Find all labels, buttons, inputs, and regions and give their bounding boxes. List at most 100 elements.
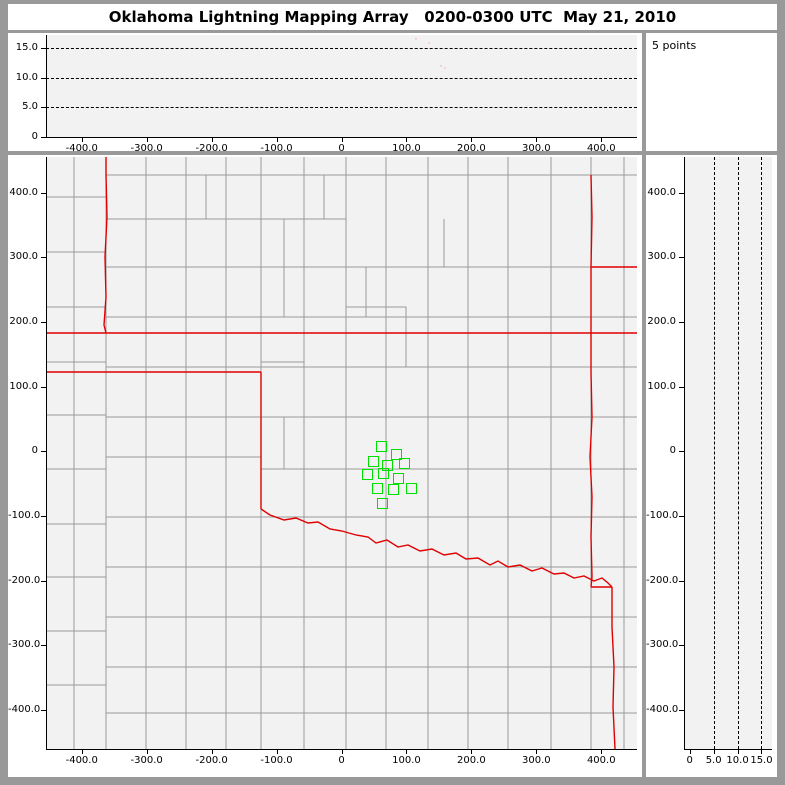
right-y-tick-label: 300.0 bbox=[647, 251, 676, 263]
right-x-tick bbox=[689, 749, 691, 754]
map-x-tick bbox=[211, 749, 213, 754]
data-point[interactable] bbox=[388, 484, 399, 495]
top-x-tick-label: 300.0 bbox=[522, 143, 551, 154]
right-y-tick bbox=[679, 451, 684, 453]
top-y-tick bbox=[41, 77, 46, 79]
map-x-tick bbox=[406, 749, 408, 754]
map-x-tick bbox=[601, 749, 603, 754]
map-y-tick-label: -300.0 bbox=[8, 639, 41, 651]
top-x-tick bbox=[211, 137, 213, 142]
map-y-tick-label: 100.0 bbox=[9, 380, 38, 392]
right-x-tick bbox=[761, 749, 763, 754]
top-x-tick-label: 0 bbox=[338, 143, 345, 154]
top-x-tick bbox=[536, 137, 538, 142]
data-point[interactable] bbox=[406, 483, 417, 494]
right-y-tick bbox=[679, 710, 684, 712]
east-projection-panel[interactable]: 400.0 300.0 200.0 100.0 0 -100.0 -200.0 -300.0 -… bbox=[646, 155, 777, 777]
data-point[interactable] bbox=[378, 468, 389, 479]
top-y-tick-label: 10.0 bbox=[15, 71, 38, 83]
map-x-tick bbox=[276, 749, 278, 754]
data-point[interactable] bbox=[377, 498, 388, 509]
map-plot-area[interactable] bbox=[46, 157, 637, 749]
map-x-tick-label: -400.0 bbox=[65, 755, 98, 766]
right-x-tick-label: 5.0 bbox=[705, 755, 722, 766]
points-count-label: 5 points bbox=[652, 39, 697, 52]
map-x-tick-label: 300.0 bbox=[522, 755, 551, 766]
map-y-tick bbox=[41, 451, 46, 453]
right-gridline bbox=[737, 157, 739, 749]
map-x-tick bbox=[146, 749, 148, 754]
map-y-tick-label: 300.0 bbox=[9, 251, 38, 263]
right-y-tick-label: 0 bbox=[669, 445, 676, 457]
map-x-tick-label: -100.0 bbox=[260, 755, 293, 766]
right-x-tick-label: 15.0 bbox=[750, 755, 773, 766]
data-point[interactable] bbox=[376, 441, 387, 452]
top-y-tick bbox=[41, 107, 46, 109]
map-x-tick-label: 0 bbox=[338, 755, 345, 766]
right-y-tick bbox=[679, 516, 684, 518]
top-x-tick bbox=[406, 137, 408, 142]
map-x-tick bbox=[81, 749, 83, 754]
map-x-tick bbox=[536, 749, 538, 754]
right-y-tick bbox=[679, 257, 684, 259]
map-y-tick-label: -400.0 bbox=[8, 704, 41, 716]
state-boundaries-layer bbox=[46, 157, 637, 749]
map-x-tick-label: -300.0 bbox=[130, 755, 163, 766]
right-gridline bbox=[713, 157, 715, 749]
data-point[interactable] bbox=[368, 456, 379, 467]
map-y-axis bbox=[46, 157, 47, 749]
point-count-panel: 5 points bbox=[646, 33, 777, 151]
right-x-tick bbox=[713, 749, 715, 754]
map-y-tick bbox=[41, 257, 46, 259]
top-x-tick-label: -400.0 bbox=[65, 143, 98, 154]
map-y-tick bbox=[41, 386, 46, 388]
time-height-data-layer bbox=[415, 38, 446, 69]
top-x-tick bbox=[276, 137, 278, 142]
right-x-tick bbox=[737, 749, 739, 754]
data-point[interactable] bbox=[393, 473, 404, 484]
top-gridline bbox=[46, 107, 637, 109]
data-point[interactable] bbox=[382, 460, 393, 471]
map-x-tick-label: -200.0 bbox=[195, 755, 228, 766]
top-x-tick-label: 400.0 bbox=[586, 143, 616, 154]
plan-view-map-panel[interactable]: 400.0 300.0 200.0 100.0 0 -100.0 -200.0 -300.0 -… bbox=[8, 155, 642, 777]
top-y-tick-label: 15.0 bbox=[15, 42, 38, 54]
map-y-tick bbox=[41, 321, 46, 323]
right-x-tick-label: 10.0 bbox=[726, 755, 749, 766]
right-y-tick bbox=[679, 386, 684, 388]
right-y-tick bbox=[679, 645, 684, 647]
page-title: Oklahoma Lightning Mapping Array 0200-03… bbox=[108, 8, 677, 26]
map-y-tick bbox=[41, 516, 46, 518]
right-gridline bbox=[761, 157, 763, 749]
data-point[interactable] bbox=[372, 483, 383, 494]
right-y-axis bbox=[684, 157, 685, 749]
time-height-panel[interactable]: 0 5.0 10.0 15.0 -400.0 -300.0 -200.0 -100.0 0 100… bbox=[8, 33, 642, 154]
top-y-tick-label: 5.0 bbox=[22, 101, 38, 113]
map-y-tick-label: 0 bbox=[31, 445, 38, 457]
top-x-tick bbox=[471, 137, 473, 142]
top-x-tick-label: -200.0 bbox=[195, 143, 228, 154]
right-x-axis bbox=[684, 749, 772, 750]
map-x-tick-label: 200.0 bbox=[457, 755, 486, 766]
east-projection-plot-area[interactable] bbox=[684, 157, 772, 749]
right-y-tick bbox=[679, 192, 684, 194]
map-y-tick bbox=[41, 710, 46, 712]
top-gridline bbox=[46, 48, 637, 50]
time-height-plot-area[interactable] bbox=[46, 35, 637, 137]
right-y-tick bbox=[679, 580, 684, 582]
right-y-tick-label: -300.0 bbox=[646, 639, 679, 651]
top-x-tick bbox=[146, 137, 148, 142]
data-point[interactable] bbox=[399, 458, 410, 469]
map-x-tick bbox=[471, 749, 473, 754]
top-x-tick bbox=[341, 137, 343, 142]
right-y-tick bbox=[679, 321, 684, 323]
right-y-tick-label: 200.0 bbox=[647, 315, 676, 327]
top-x-tick bbox=[601, 137, 603, 142]
right-y-tick-label: 100.0 bbox=[647, 380, 676, 392]
data-point[interactable] bbox=[362, 469, 373, 480]
map-x-tick bbox=[341, 749, 343, 754]
right-x-tick-label: 0 bbox=[686, 755, 693, 766]
data-point[interactable] bbox=[391, 449, 402, 460]
top-y-tick bbox=[41, 137, 46, 138]
